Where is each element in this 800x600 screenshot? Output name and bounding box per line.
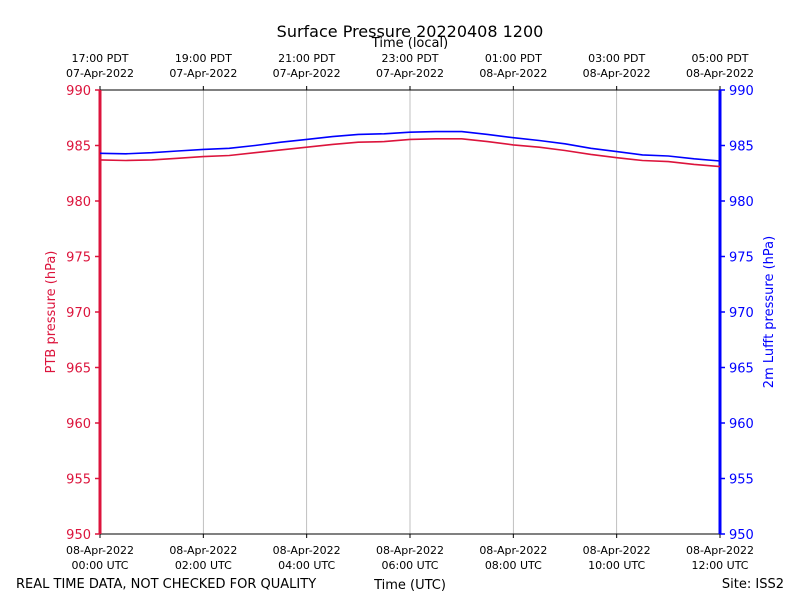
top-axis-label: Time (local)	[371, 36, 448, 51]
right-tick-label-3: 965	[729, 362, 754, 377]
bottom-tick-time-2: 04:00 UTC	[278, 559, 335, 572]
bottom-tick-time-4: 08:00 UTC	[485, 559, 542, 572]
top-tick-date-5: 08-Apr-2022	[583, 67, 651, 80]
bottom-tick-time-0: 00:00 UTC	[71, 559, 128, 572]
left-tick-label-4: 970	[66, 306, 91, 321]
right-tick-label-8: 990	[729, 84, 754, 99]
left-tick-label-3: 965	[66, 362, 91, 377]
right-tick-label-6: 980	[729, 195, 754, 210]
top-tick-time-6: 05:00 PDT	[691, 52, 748, 65]
left-tick-label-7: 985	[66, 140, 91, 155]
right-tick-label-7: 985	[729, 140, 754, 155]
left-tick-label-0: 950	[66, 528, 91, 543]
footer-quality-note: REAL TIME DATA, NOT CHECKED FOR QUALITY	[16, 577, 316, 592]
bottom-tick-date-6: 08-Apr-2022	[686, 544, 754, 557]
top-tick-time-5: 03:00 PDT	[588, 52, 645, 65]
right-tick-label-5: 975	[729, 251, 754, 266]
left-tick-label-2: 960	[66, 417, 91, 432]
right-tick-label-0: 950	[729, 528, 754, 543]
series-line-lufft-pressure	[99, 130, 721, 162]
bottom-tick-date-1: 08-Apr-2022	[169, 544, 237, 557]
top-tick-date-0: 07-Apr-2022	[66, 67, 134, 80]
bottom-tick-time-3: 06:00 UTC	[381, 559, 438, 572]
bottom-tick-time-5: 10:00 UTC	[588, 559, 645, 572]
top-tick-time-0: 17:00 PDT	[71, 52, 128, 65]
top-tick-time-3: 23:00 PDT	[381, 52, 438, 65]
top-tick-time-2: 21:00 PDT	[278, 52, 335, 65]
right-tick-label-4: 970	[729, 306, 754, 321]
top-tick-date-3: 07-Apr-2022	[376, 67, 444, 80]
footer-site: Site: ISS2	[722, 577, 784, 592]
series-line-ptb-pressure	[99, 138, 721, 168]
left-axis-label: PTB pressure (hPa)	[44, 251, 59, 374]
top-tick-time-1: 19:00 PDT	[175, 52, 232, 65]
bottom-tick-date-4: 08-Apr-2022	[479, 544, 547, 557]
bottom-tick-date-3: 08-Apr-2022	[376, 544, 444, 557]
top-tick-time-4: 01:00 PDT	[485, 52, 542, 65]
right-tick-label-2: 960	[729, 417, 754, 432]
right-axis-label: 2m Lufft pressure (hPa)	[762, 236, 777, 388]
bottom-tick-date-0: 08-Apr-2022	[66, 544, 134, 557]
top-tick-date-6: 08-Apr-2022	[686, 67, 754, 80]
left-tick-label-1: 955	[66, 473, 91, 488]
top-tick-date-4: 08-Apr-2022	[479, 67, 547, 80]
bottom-tick-time-1: 02:00 UTC	[175, 559, 232, 572]
bottom-tick-time-6: 12:00 UTC	[691, 559, 748, 572]
left-tick-label-8: 990	[66, 84, 91, 99]
bottom-axis-label: Time (UTC)	[373, 578, 446, 593]
right-tick-label-1: 955	[729, 473, 754, 488]
chart-title: Surface Pressure 20220408 1200	[277, 22, 544, 41]
bottom-tick-date-2: 08-Apr-2022	[273, 544, 341, 557]
bottom-tick-date-5: 08-Apr-2022	[583, 544, 651, 557]
left-tick-label-6: 980	[66, 195, 91, 210]
top-tick-date-1: 07-Apr-2022	[169, 67, 237, 80]
left-tick-label-5: 975	[66, 251, 91, 266]
top-tick-date-2: 07-Apr-2022	[273, 67, 341, 80]
plot-area: 08-Apr-2022 00:00 UTC 08-Apr-2022 02:00 UTC…	[66, 52, 754, 572]
